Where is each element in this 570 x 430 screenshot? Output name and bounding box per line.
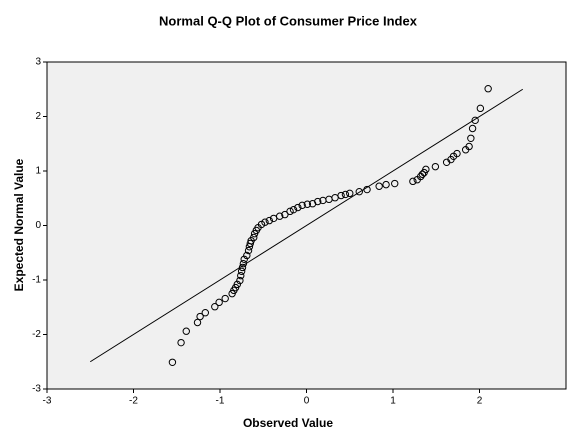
data-point [168, 358, 177, 366]
data-point [261, 218, 269, 226]
data-point [382, 180, 390, 189]
data-point [243, 251, 251, 260]
data-point [177, 338, 185, 347]
x-axis-title: Observed Value [243, 416, 333, 430]
data-point [182, 327, 190, 335]
y-tick-label: 0 [35, 220, 41, 231]
data-point [193, 318, 202, 327]
data-point [289, 205, 298, 214]
y-tick-label: 3 [35, 57, 41, 68]
data-point [238, 263, 247, 272]
data-point [363, 185, 371, 194]
data-point [240, 255, 248, 263]
data-point [233, 280, 242, 289]
data-point [244, 246, 253, 255]
data-point [468, 124, 477, 133]
data-point [346, 189, 354, 198]
data-point [391, 179, 399, 188]
data-point [196, 312, 204, 321]
data-point [314, 197, 322, 206]
x-tick-label: -3 [43, 396, 52, 407]
data-point [201, 309, 209, 317]
data-point [237, 271, 245, 280]
data-point [355, 188, 363, 196]
data-point [303, 200, 312, 208]
data-point [471, 116, 479, 125]
data-point [250, 233, 258, 242]
data-point [465, 142, 473, 151]
data-point [281, 210, 289, 219]
data-point [265, 216, 274, 225]
chart-title: Normal Q-Q Plot of Consumer Price Index [159, 13, 418, 28]
y-axis-title: Expected Normal Value [12, 158, 26, 291]
data-point [211, 303, 219, 311]
data-point [294, 203, 302, 212]
data-point [375, 182, 383, 190]
y-tick-label: 1 [35, 166, 41, 177]
data-point [239, 259, 248, 268]
data-point [476, 104, 485, 113]
data-point [221, 294, 229, 303]
data-point [298, 201, 306, 210]
data-point [422, 165, 430, 174]
data-point [286, 207, 294, 216]
data-point [236, 276, 244, 285]
y-tick-label: -3 [32, 384, 41, 395]
data-point [484, 85, 492, 93]
data-point [409, 177, 417, 186]
reference-line [89, 88, 524, 363]
data-point [341, 190, 350, 199]
x-tick-label: 2 [477, 396, 483, 407]
data-point [418, 170, 427, 178]
data-point [431, 162, 440, 171]
data-point [467, 134, 475, 143]
data-point [237, 267, 246, 275]
x-tick-label: -2 [129, 396, 138, 407]
y-tick-label: -1 [32, 275, 41, 286]
y-tick-label: -2 [32, 329, 41, 340]
x-tick-label: 0 [304, 396, 310, 407]
data-point [215, 298, 223, 307]
data-point [453, 149, 461, 158]
x-tick-label: 1 [390, 396, 396, 407]
data-point [337, 191, 345, 200]
x-tick-label: -1 [216, 396, 225, 407]
data-point [275, 212, 284, 220]
y-tick-label: 2 [35, 111, 41, 122]
